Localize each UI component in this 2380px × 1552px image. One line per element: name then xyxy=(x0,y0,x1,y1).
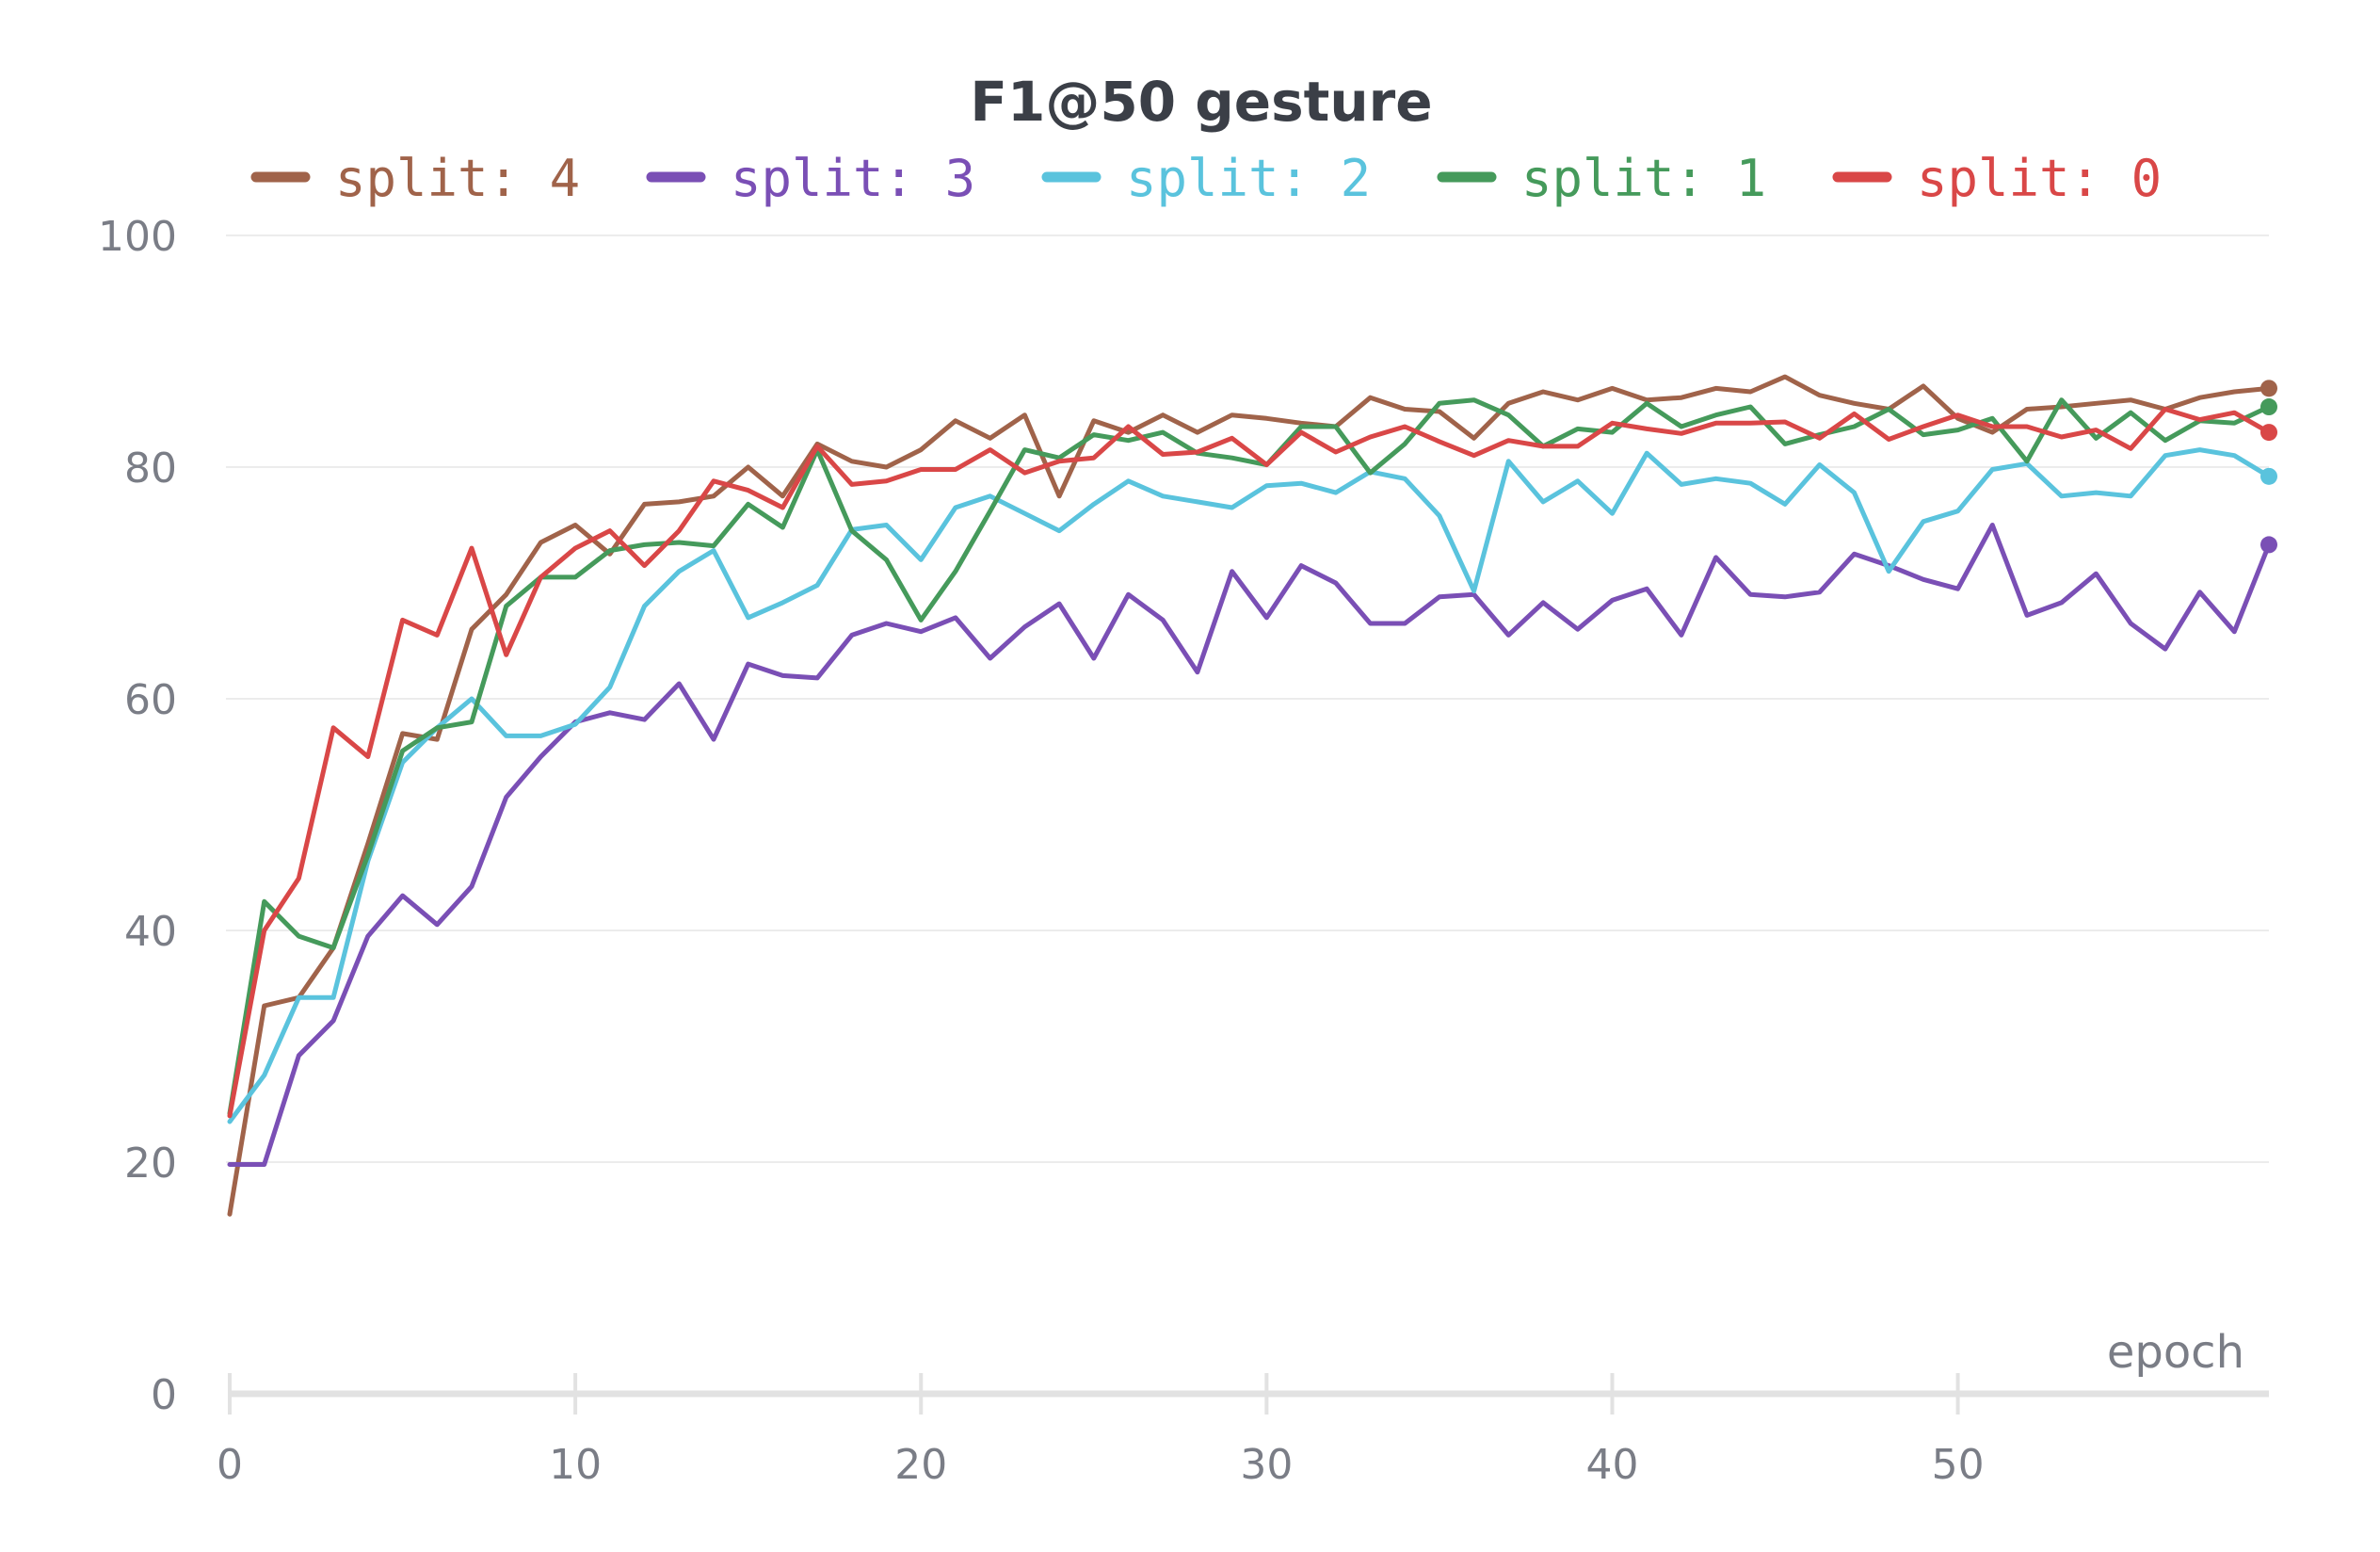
series-line-0 xyxy=(227,374,2272,1217)
legend-label-0: split: 4 xyxy=(335,149,580,208)
x-tick-label-0: 0 xyxy=(217,1441,243,1489)
series-line-4 xyxy=(227,407,2272,1119)
legend-label-1: split: 3 xyxy=(731,149,975,208)
legend-label-2: split: 2 xyxy=(1126,149,1371,208)
y-tick-label-60: 60 xyxy=(124,676,177,724)
grid xyxy=(226,234,2269,1163)
series-end-point-4 xyxy=(2260,424,2277,442)
legend: split: 4 split: 3 split: 2 split: 1 split: 0 xyxy=(250,149,2162,208)
y-tick-label-80: 80 xyxy=(124,445,177,493)
legend-label-4: split: 0 xyxy=(1917,149,2162,208)
axes: 0 20 40 60 80 100 0 10 20 30 40 50 xyxy=(98,213,2269,1489)
x-tick-label-50: 50 xyxy=(1932,1441,1985,1489)
series-end-point-1 xyxy=(2260,536,2277,554)
series-line-1 xyxy=(227,523,2272,1167)
y-tick-label-0: 0 xyxy=(151,1371,177,1419)
legend-label-3: split: 1 xyxy=(1521,149,1766,208)
series-end-point-0 xyxy=(2260,380,2277,397)
y-tick-label-40: 40 xyxy=(124,908,177,956)
x-tick-label-10: 10 xyxy=(549,1441,602,1489)
series-end-point-3 xyxy=(2260,398,2277,416)
x-tick-label-40: 40 xyxy=(1585,1441,1638,1489)
x-tick-label-30: 30 xyxy=(1240,1441,1293,1489)
series-group xyxy=(227,374,2277,1217)
chart-title: F1@50 gesture xyxy=(970,70,1432,134)
y-tick-label-20: 20 xyxy=(124,1140,177,1188)
y-tick-label-100: 100 xyxy=(98,213,177,261)
x-axis-label: epoch xyxy=(2107,1326,2244,1379)
series-end-point-2 xyxy=(2260,467,2277,485)
series-line-3 xyxy=(227,397,2272,1116)
series-line-2 xyxy=(227,447,2272,1124)
x-tick-label-20: 20 xyxy=(894,1441,947,1489)
